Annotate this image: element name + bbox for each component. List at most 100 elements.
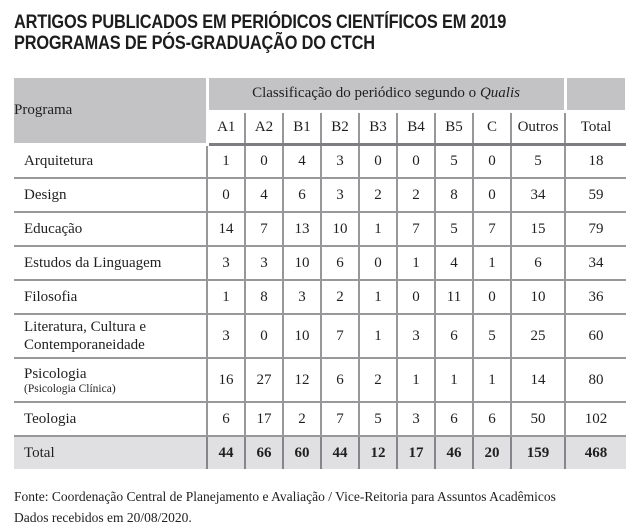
table-row: Arquitetura 1 0 4 3 0 0 5 0 5 18 <box>14 143 627 179</box>
value-cell: 10 <box>282 245 322 281</box>
value-cell: 12 <box>282 357 322 403</box>
value-cell: 6 <box>434 401 474 437</box>
value-cell: 34 <box>509 177 567 213</box>
table-row: Teologia 6 17 2 7 5 3 6 6 50 102 <box>14 401 627 437</box>
column-total-cell: 66 <box>244 435 284 469</box>
value-cell: 8 <box>434 177 474 213</box>
totals-label-cell: Total <box>14 435 208 469</box>
program-subtitle: (Psicologia Clínica) <box>24 382 116 395</box>
value-cell: 5 <box>509 143 567 179</box>
value-cell: 5 <box>358 401 398 437</box>
row-total-cell: 34 <box>564 245 627 281</box>
table-row: Literatura, Cultura e Contemporaneidade 3… <box>14 313 627 359</box>
program-name: Design <box>24 187 67 203</box>
value-cell: 1 <box>472 245 512 281</box>
value-cell: 1 <box>358 211 398 247</box>
column-total-cell: 60 <box>282 435 322 469</box>
column-total-cell: 46 <box>434 435 474 469</box>
value-cell: 5 <box>434 211 474 247</box>
value-cell: 6 <box>509 245 567 281</box>
value-cell: 27 <box>244 357 284 403</box>
row-total-cell: 79 <box>564 211 627 247</box>
value-cell: 14 <box>206 211 246 247</box>
value-cell: 3 <box>396 401 436 437</box>
program-cell: Filosofia <box>14 279 208 315</box>
column-total-cell: 159 <box>509 435 567 469</box>
program-name: Educação <box>24 221 83 237</box>
value-cell: 0 <box>472 177 512 213</box>
value-cell: 1 <box>434 357 474 403</box>
value-cell: 0 <box>472 279 512 315</box>
row-total-cell: 18 <box>564 143 627 179</box>
value-cell: 10 <box>320 211 360 247</box>
value-cell: 16 <box>206 357 246 403</box>
value-cell: 1 <box>358 313 398 359</box>
column-header-programa: Programa <box>14 78 209 146</box>
value-cell: 7 <box>396 211 436 247</box>
row-total-cell: 102 <box>564 401 627 437</box>
value-cell: 6 <box>320 245 360 281</box>
value-cell: 0 <box>396 279 436 315</box>
column-total-cell: 44 <box>206 435 246 469</box>
column-header-b2: B2 <box>320 111 360 146</box>
table-row: Educação 14 7 13 10 1 7 5 7 15 79 <box>14 211 627 247</box>
header-row-top: Programa Classificação do periódico segu… <box>14 78 628 146</box>
program-cell: Educação <box>14 211 208 247</box>
table-row: Filosofia 1 8 3 2 1 0 11 0 10 36 <box>14 279 627 315</box>
value-cell: 2 <box>320 279 360 315</box>
value-cell: 6 <box>206 401 246 437</box>
column-total-cell: 17 <box>396 435 436 469</box>
value-cell: 1 <box>396 245 436 281</box>
publications-table: Programa Classificação do periódico segu… <box>14 78 628 469</box>
value-cell: 7 <box>472 211 512 247</box>
value-cell: 4 <box>244 177 284 213</box>
row-total-cell: 80 <box>564 357 627 403</box>
value-cell: 1 <box>206 143 246 179</box>
value-cell: 1 <box>358 279 398 315</box>
value-cell: 1 <box>206 279 246 315</box>
column-header-a2: A2 <box>244 111 284 146</box>
table-body: Arquitetura 1 0 4 3 0 0 5 0 5 18 Design 0 4 6 3 2 2 8 0 34 59… <box>14 143 627 469</box>
value-cell: 0 <box>206 177 246 213</box>
program-cell: Teologia <box>14 401 208 437</box>
program-name: Teologia <box>24 411 77 427</box>
column-total-cell: 12 <box>358 435 398 469</box>
column-header-total: Total <box>564 111 627 146</box>
qualis-header-text: Classificação do periódico segundo o <box>252 85 480 102</box>
program-cell: Design <box>14 177 208 213</box>
totals-row: Total 44 66 60 44 12 17 46 20 159 468 <box>14 435 627 469</box>
row-total-cell: 36 <box>564 279 627 315</box>
value-cell: 7 <box>320 401 360 437</box>
value-cell: 13 <box>282 211 322 247</box>
value-cell: 3 <box>320 143 360 179</box>
title-line-1: ARTIGOS PUBLICADOS EM PERIÓDICOS CIENTÍF… <box>14 12 507 33</box>
table-row: Design 0 4 6 3 2 2 8 0 34 59 <box>14 177 627 213</box>
value-cell: 15 <box>509 211 567 247</box>
value-cell: 4 <box>434 245 474 281</box>
value-cell: 6 <box>434 313 474 359</box>
header-row-classifications: A1 A2 B1 B2 B3 B4 B5 C Outros Total <box>14 111 627 146</box>
column-header-b3: B3 <box>358 111 398 146</box>
value-cell: 2 <box>358 177 398 213</box>
program-name: Literatura, Cultura e Contemporaneidade <box>24 319 147 353</box>
value-cell: 7 <box>244 211 284 247</box>
program-cell: Psicologia (Psicologia Clínica) <box>14 357 208 403</box>
value-cell: 0 <box>358 143 398 179</box>
value-cell: 4 <box>282 143 322 179</box>
table-header: Programa Classificação do periódico segu… <box>14 78 628 146</box>
value-cell: 2 <box>358 357 398 403</box>
column-header-b1: B1 <box>282 111 322 146</box>
value-cell: 5 <box>434 143 474 179</box>
row-total-cell: 60 <box>564 313 627 359</box>
row-total-cell: 59 <box>564 177 627 213</box>
value-cell: 0 <box>244 143 284 179</box>
value-cell: 50 <box>509 401 567 437</box>
value-cell: 14 <box>509 357 567 403</box>
value-cell: 8 <box>244 279 284 315</box>
footnote-source-line: Fonte: Coordenação Central de Planejamen… <box>14 489 556 504</box>
value-cell: 2 <box>396 177 436 213</box>
value-cell: 3 <box>396 313 436 359</box>
table-row: Estudos da Linguagem 3 3 10 6 0 1 4 1 6 34 <box>14 245 627 281</box>
page-title: ARTIGOS PUBLICADOS EM PERIÓDICOS CIENTÍF… <box>14 12 626 54</box>
